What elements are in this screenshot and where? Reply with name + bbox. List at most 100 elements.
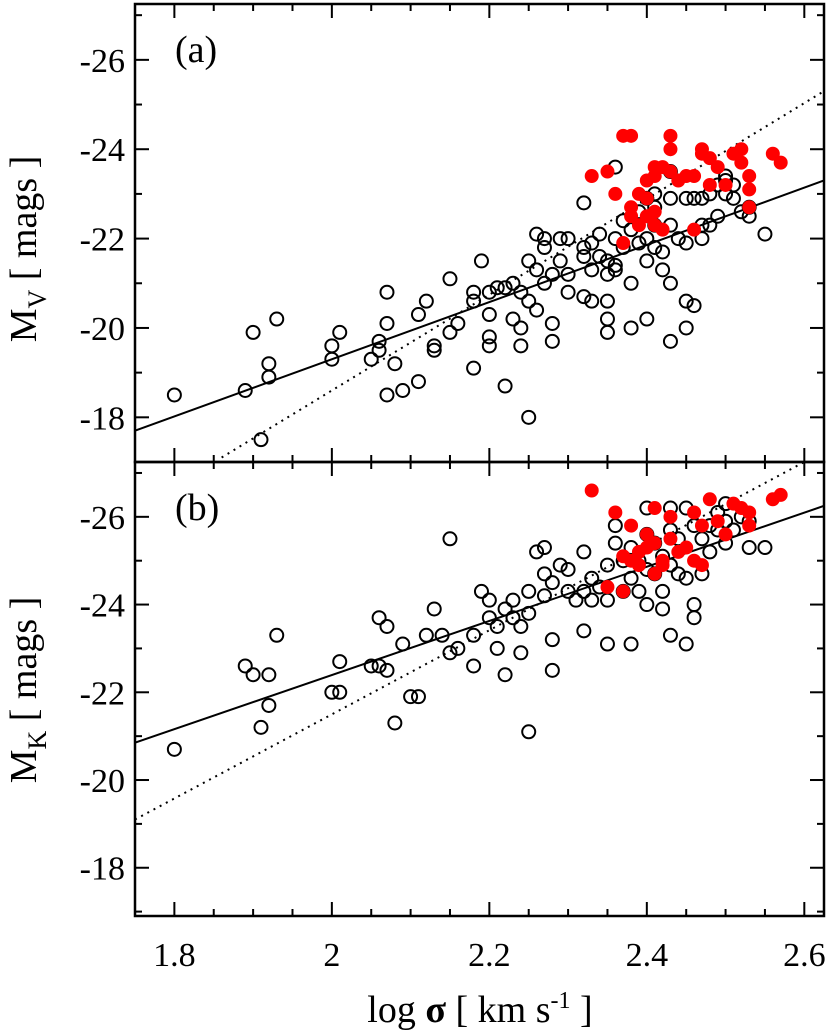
open-point	[686, 597, 702, 613]
open-point	[529, 302, 545, 318]
open-point	[536, 240, 552, 256]
open-point	[560, 583, 576, 599]
open-point	[536, 540, 552, 556]
filled-point	[616, 584, 631, 599]
open-point	[599, 636, 615, 652]
open-point	[466, 360, 482, 376]
open-point	[599, 324, 615, 340]
xlabel: log σ [ km s-1 ]	[367, 988, 592, 1031]
open-point	[725, 190, 741, 206]
open-point	[497, 667, 513, 683]
filled-point	[742, 200, 757, 215]
open-point	[371, 610, 387, 626]
filled-point	[742, 505, 757, 520]
open-point	[678, 320, 694, 336]
open-point	[544, 333, 560, 349]
open-point	[639, 231, 655, 247]
open-point	[631, 583, 647, 599]
open-point	[544, 575, 560, 591]
open-point	[513, 320, 529, 336]
open-point	[166, 387, 182, 403]
open-point	[552, 253, 568, 269]
open-point	[662, 333, 678, 349]
filled-point	[702, 151, 717, 166]
x-tick-label: 2.2	[468, 937, 511, 974]
dotted-fit-line	[221, 90, 824, 459]
open-point	[418, 293, 434, 309]
open-point	[655, 244, 671, 260]
open-point	[757, 540, 773, 556]
open-point	[552, 231, 568, 247]
open-point	[466, 284, 482, 300]
open-point	[450, 315, 466, 331]
solid-fit-line	[135, 504, 824, 744]
filled-point	[647, 566, 662, 581]
open-point	[694, 190, 710, 206]
axis-labels: MV [ mags ] MK [ mags ] log σ [ km s-1 ]	[3, 156, 593, 1031]
open-point	[363, 351, 379, 367]
open-point	[552, 557, 568, 573]
open-point	[379, 284, 395, 300]
open-point	[410, 374, 426, 390]
open-point	[513, 645, 529, 661]
filled-point	[710, 160, 725, 175]
open-point	[505, 610, 521, 626]
open-point	[332, 324, 348, 340]
open-point	[576, 289, 592, 305]
filled-point	[742, 518, 757, 533]
filled-point	[655, 222, 670, 237]
open-point	[261, 356, 277, 372]
open-point	[544, 315, 560, 331]
open-point	[536, 275, 552, 291]
open-point	[655, 601, 671, 617]
filled-point	[773, 487, 788, 502]
filled-point	[663, 142, 678, 157]
filled-point	[631, 558, 646, 573]
filled-point	[663, 128, 678, 143]
open-point	[584, 592, 600, 608]
open-point	[623, 636, 639, 652]
open-point	[678, 293, 694, 309]
filled-point	[624, 128, 639, 143]
filled-point	[679, 540, 694, 555]
open-point	[434, 627, 450, 643]
ylabel-a: MV [ mags ]	[3, 156, 52, 343]
open-point	[607, 518, 623, 534]
open-point	[678, 570, 694, 586]
open-point	[670, 231, 686, 247]
open-point	[473, 583, 489, 599]
panel-label: (b)	[175, 487, 219, 529]
open-point	[631, 235, 647, 251]
open-point	[607, 257, 623, 273]
y-tick-label: -26	[80, 43, 125, 80]
open-point	[576, 623, 592, 639]
open-point	[678, 235, 694, 251]
open-point	[410, 307, 426, 323]
open-point	[536, 588, 552, 604]
ylabel-b: MK [ mags ]	[3, 597, 52, 784]
filled-point	[773, 155, 788, 170]
open-point	[521, 293, 537, 309]
open-point	[450, 640, 466, 656]
open-point	[647, 240, 663, 256]
filled-point	[765, 146, 780, 161]
open-point	[544, 266, 560, 282]
open-point	[466, 658, 482, 674]
open-point	[599, 557, 615, 573]
open-point	[521, 605, 537, 621]
open-point	[245, 667, 261, 683]
open-point	[505, 275, 521, 291]
open-point	[544, 662, 560, 678]
open-point	[576, 248, 592, 264]
open-point	[670, 566, 686, 582]
filled-point	[639, 191, 654, 206]
open-point	[584, 235, 600, 251]
filled-point	[600, 164, 615, 179]
open-point	[418, 627, 434, 643]
open-point	[639, 253, 655, 269]
open-point	[497, 601, 513, 617]
open-point	[481, 329, 497, 345]
filled-point	[710, 514, 725, 529]
filled-point	[600, 580, 615, 595]
filled-point	[687, 222, 702, 237]
